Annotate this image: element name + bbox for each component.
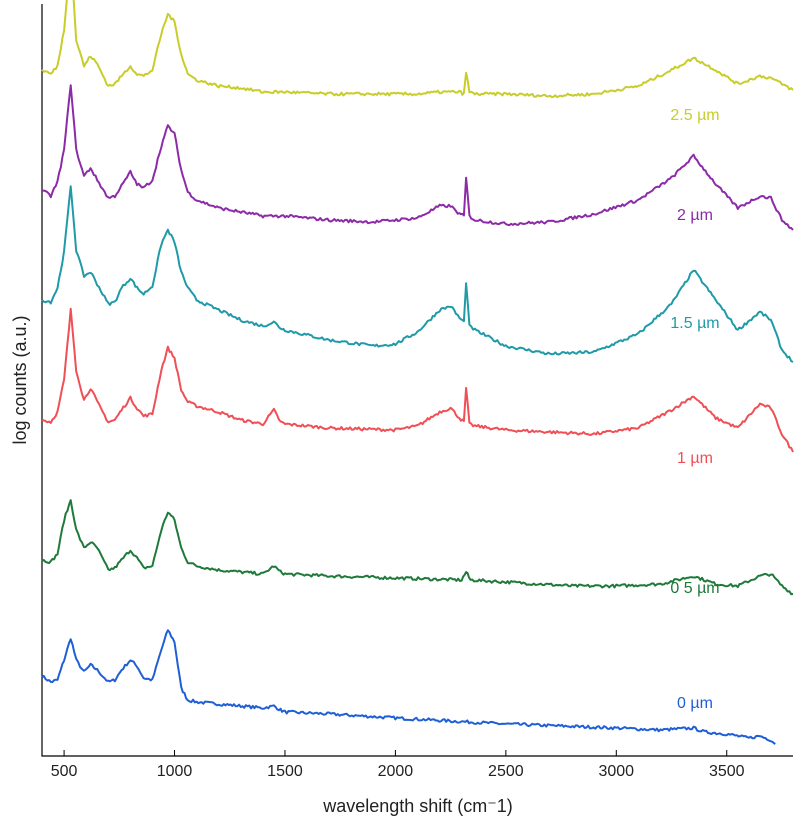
series-label: 0 µm: [677, 695, 713, 712]
series-line: [41, 499, 794, 596]
series-layer: [41, 0, 794, 745]
x-tick-label: 1500: [267, 763, 303, 780]
series-line: [41, 307, 794, 453]
series-label: 2.5 µm: [670, 107, 719, 124]
y-axis-label: log counts (a.u.): [10, 315, 30, 444]
series-labels: 0 µm 0 5 µm 1 µm 1.5 µm 2 µm 2.5 µm: [670, 107, 719, 712]
x-tick-label: 2500: [488, 763, 524, 780]
series-label: 0 5 µm: [670, 580, 719, 597]
series-label: 1 µm: [677, 450, 713, 467]
axis-frame: [41, 4, 793, 757]
x-tick-label: 2000: [378, 763, 414, 780]
series-label: 2 µm: [677, 207, 713, 224]
plot-axes: [41, 4, 793, 757]
x-axis-label: wavelength shift (cm⁻1): [322, 796, 513, 816]
series-line: [41, 0, 794, 99]
series-label: 1.5 µm: [670, 315, 719, 332]
x-tick-label: 500: [51, 763, 78, 780]
series-line: [41, 185, 794, 363]
x-tick-label: 3000: [598, 763, 634, 780]
x-tick-labels: 500 1000 1500 2000 2500 3000 3500: [51, 763, 745, 780]
x-tick-label: 3500: [709, 763, 745, 780]
series-line: [41, 629, 776, 745]
series-line: [41, 84, 794, 231]
x-tick-label: 1000: [157, 763, 193, 780]
